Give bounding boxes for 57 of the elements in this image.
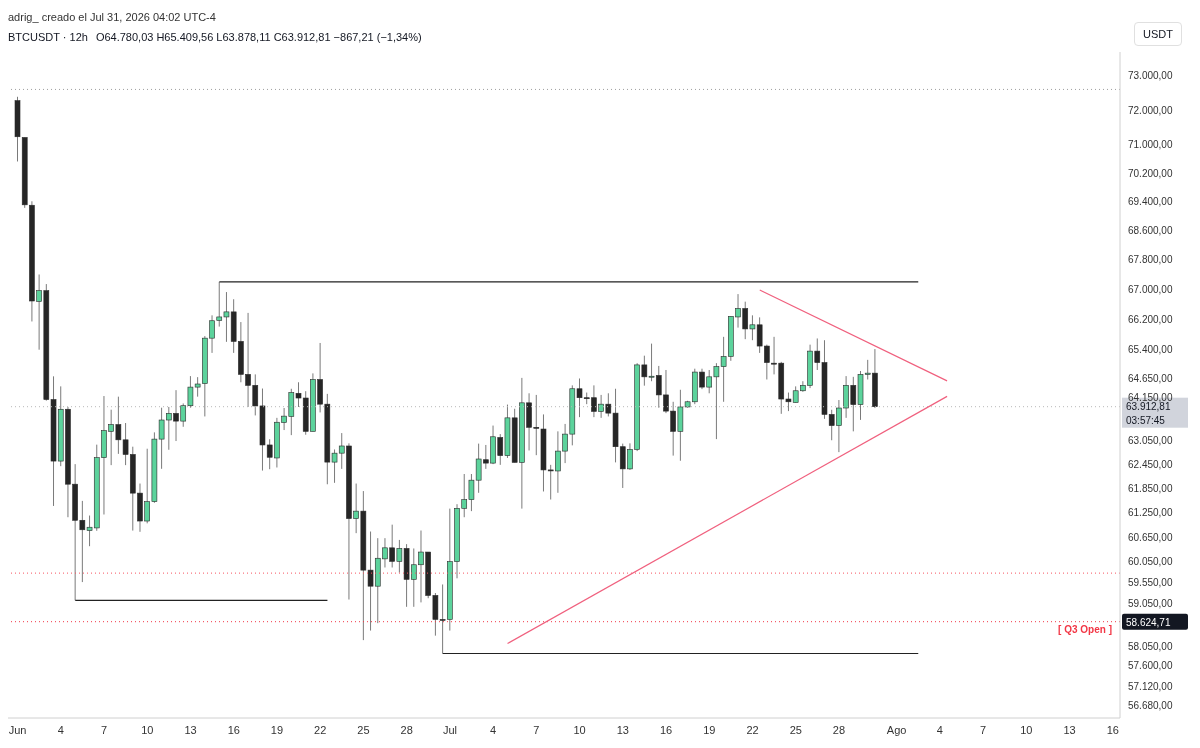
x-tick-label: 10 [141,723,154,736]
y-tick-label: 64.650,00 [1128,372,1173,384]
x-tick-label: 7 [980,723,987,736]
chart-title: BTCUSDT · 12h [8,30,88,45]
x-tick-label: 7 [533,723,540,736]
y-tick-label: 73.000,00 [1128,70,1173,82]
y-tick-label: 67.000,00 [1128,283,1173,295]
x-tick-label: 4 [936,723,943,736]
x-tick-label: 13 [1063,723,1076,736]
x-tick-label: 13 [616,723,629,736]
x-tick-label: 25 [357,723,370,736]
y-tick-label: 66.200,00 [1128,313,1173,325]
x-tick-label: 28 [400,723,413,736]
x-tick-label: 10 [573,723,586,736]
y-tick-label: 61.250,00 [1128,507,1173,519]
x-tick-label: Jul [442,723,457,736]
x-tick-label: 22 [314,723,327,736]
y-tick-label: 63.050,00 [1128,435,1173,447]
y-tick-label: 59.050,00 [1128,598,1173,610]
x-tick-label: 16 [227,723,240,736]
x-tick-label: 19 [270,723,284,736]
text: USDT [1134,22,1182,46]
text: 58.624,71 [1126,616,1171,628]
x-tick-label: 25 [789,723,802,736]
y-tick-label: 72.000,00 [1128,104,1173,116]
y-tick-label: 59.550,00 [1128,577,1173,589]
x-tick-label: 16 [659,723,673,736]
chart-subtitle: O64.780,03 H65.409,56 L63.878,11 C63.912,81 −867,21 (−1,34%) [95,30,422,45]
x-tick-label: 16 [1106,723,1119,736]
y-tick-label: 65.400,00 [1128,343,1173,355]
x-tick-label: 28 [832,723,846,736]
y-tick-label: 70.200,00 [1128,167,1173,179]
x-tick-label: 10 [1020,723,1033,736]
y-tick-label: 56.680,00 [1128,700,1173,712]
y-tick-label: 57.600,00 [1128,660,1173,672]
y-tick-label: 60.050,00 [1128,556,1173,568]
y-tick-label: 68.600,00 [1128,225,1173,237]
y-tick-label: 62.450,00 [1128,458,1173,470]
y-tick-label: 67.800,00 [1128,254,1173,266]
x-tick-label: 22 [746,723,759,736]
x-tick-label: 4 [490,723,497,736]
x-tick-label: 13 [184,723,197,736]
x-tick-label: 19 [703,723,716,736]
y-tick-label: 61.850,00 [1128,482,1173,494]
y-tick-label: 60.650,00 [1128,531,1173,543]
text: 03:57:45 [1126,414,1166,426]
x-tick-label: Ago [886,723,907,736]
y-tick-label: 58.050,00 [1128,640,1173,652]
y-tick-label: 71.000,00 [1128,139,1173,151]
y-tick-label: 57.120,00 [1128,680,1173,692]
y-tick-label: 64.150,00 [1128,392,1173,404]
x-tick-label: 7 [101,723,108,736]
y-tick-label: 69.400,00 [1128,196,1173,208]
x-tick-label: Jun [8,723,27,736]
x-tick-label: 4 [57,723,64,736]
text: adrig_ creado el Jul 31, 2026 04:02 UTC-4 [8,10,217,25]
ref-line-label: [ Q3 Open ] [1058,623,1112,635]
